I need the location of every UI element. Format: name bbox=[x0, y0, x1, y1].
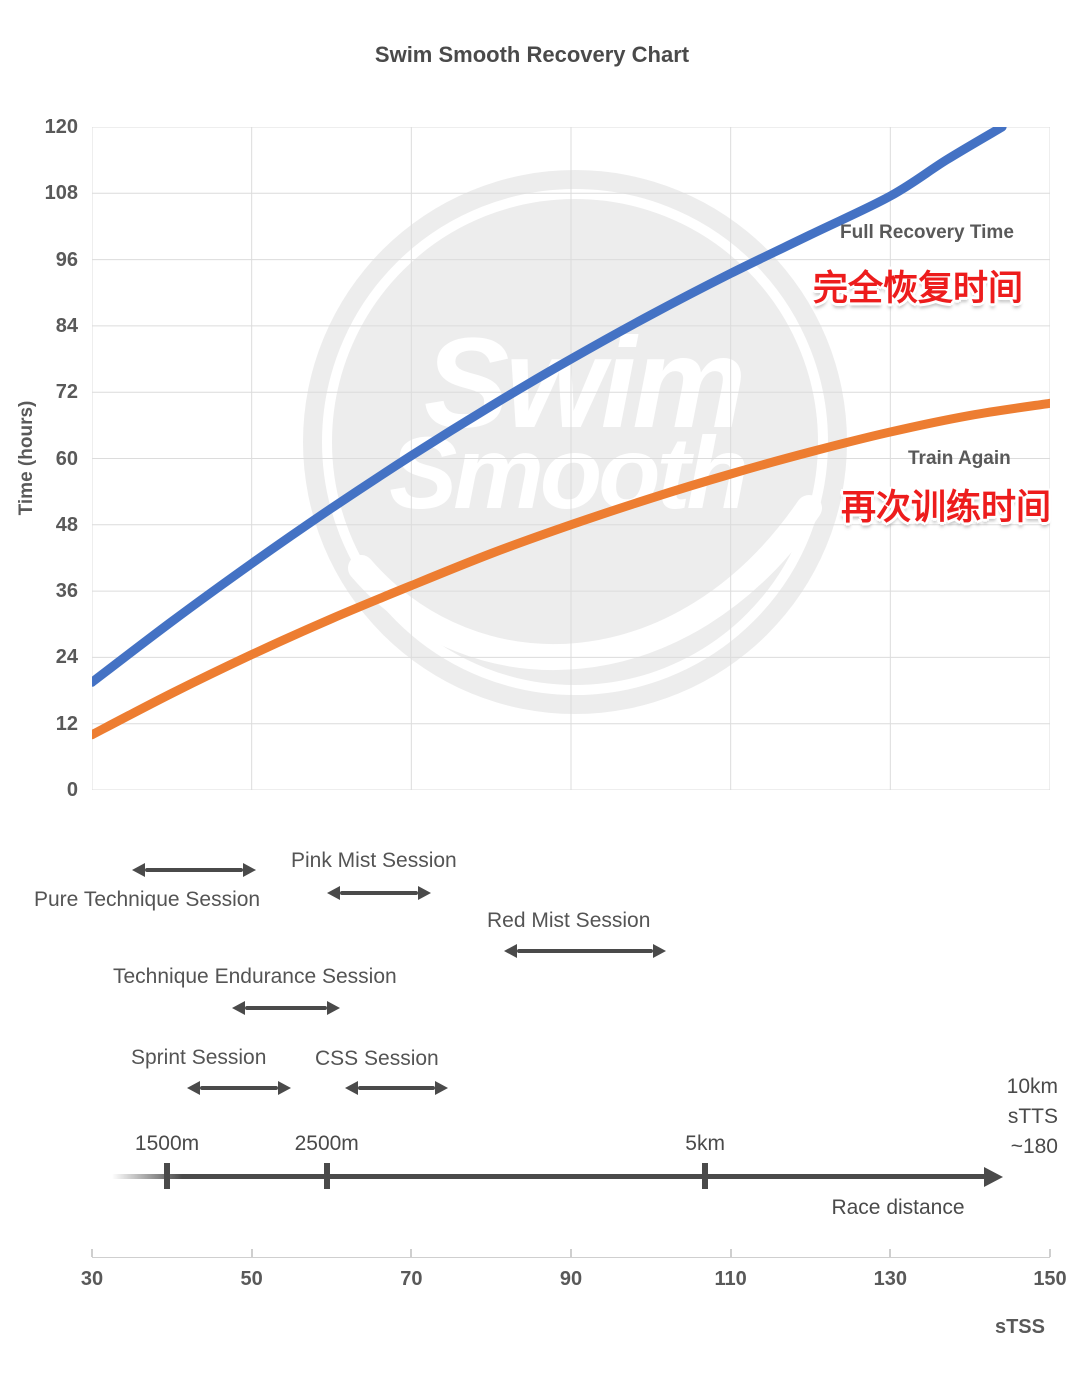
x-tick-mark bbox=[1049, 1249, 1051, 1257]
x-tick-label: 30 bbox=[80, 1268, 104, 1290]
x-tick-mark bbox=[410, 1249, 413, 1257]
race-tick-mark bbox=[323, 1163, 330, 1189]
y-tick-label: 120 bbox=[44, 116, 78, 138]
race-distance-label: Race distance bbox=[831, 1196, 965, 1219]
watermark-text-smooth: Smooth bbox=[389, 416, 749, 530]
session-range-arrow bbox=[131, 863, 256, 877]
y-tick-label: 48 bbox=[55, 513, 78, 536]
race-end-annotation: 10km sTTS ~180 bbox=[1007, 1072, 1058, 1162]
plot-area: Swim Smooth Full Recovery Time 完全恢复时间 Tr… bbox=[92, 127, 1052, 790]
session-label: Pure Technique Session bbox=[34, 888, 261, 911]
x-tick-mark bbox=[250, 1249, 253, 1257]
race-end-annotation-line: ~180 bbox=[1010, 1135, 1058, 1158]
session-range-arrow bbox=[503, 944, 667, 958]
y-tick-label: 72 bbox=[55, 381, 78, 404]
session-range-arrow bbox=[187, 1081, 291, 1095]
x-tick-label: 110 bbox=[714, 1268, 747, 1290]
series-label-train-again-zh: 再次训练时间 bbox=[841, 488, 1052, 527]
race-end-annotation-line: sTTS bbox=[1007, 1105, 1058, 1128]
race-tick-mark bbox=[164, 1163, 171, 1189]
race-end-annotation-line: 10km bbox=[1006, 1075, 1058, 1098]
x-tick-label: 130 bbox=[873, 1268, 908, 1290]
race-tick-mark bbox=[702, 1163, 709, 1189]
race-axis-line bbox=[112, 1174, 984, 1179]
session-label: Technique Endurance Session bbox=[113, 965, 397, 988]
session-label: Pink Mist Session bbox=[291, 849, 457, 872]
x-tick-label: 50 bbox=[240, 1268, 263, 1290]
race-tick-label: 5km bbox=[685, 1132, 725, 1155]
y-tick-label: 0 bbox=[66, 779, 78, 801]
session-label: CSS Session bbox=[315, 1047, 439, 1070]
race-tick-label: 1500m bbox=[134, 1132, 200, 1155]
session-label: Red Mist Session bbox=[487, 909, 651, 932]
y-tick-label: 96 bbox=[55, 248, 78, 271]
session-range-arrow bbox=[326, 886, 431, 900]
stss-axis-line bbox=[92, 1257, 1050, 1258]
series-label-full-recovery-zh: 完全恢复时间 bbox=[813, 269, 1024, 308]
x-tick-mark bbox=[91, 1249, 93, 1257]
y-tick-label: 84 bbox=[55, 314, 78, 337]
race-tick-label: 2500m bbox=[294, 1132, 359, 1155]
x-tick-label: 150 bbox=[1033, 1268, 1067, 1290]
watermark-text-swim: Swim bbox=[423, 312, 746, 455]
race-axis-arrowhead-icon bbox=[984, 1167, 1003, 1187]
x-tick-label: 70 bbox=[400, 1268, 423, 1290]
session-range-arrow bbox=[231, 1001, 340, 1015]
series-label-full-recovery: Full Recovery Time bbox=[840, 222, 1014, 243]
x-tick-label: 90 bbox=[559, 1268, 583, 1290]
x-tick-mark bbox=[570, 1249, 572, 1257]
x-axis-title: sTSS bbox=[994, 1316, 1045, 1338]
series-curve bbox=[92, 398, 1050, 740]
x-tick-mark bbox=[889, 1249, 892, 1257]
y-tick-label: 36 bbox=[55, 580, 78, 603]
chart-title: Swim Smooth Recovery Chart bbox=[374, 42, 690, 67]
chart-canvas bbox=[92, 127, 1050, 790]
y-tick-label: 60 bbox=[55, 447, 78, 470]
y-tick-label: 12 bbox=[55, 712, 78, 735]
y-tick-label: 24 bbox=[55, 646, 78, 669]
series-label-train-again: Train Again bbox=[908, 448, 1011, 469]
session-label: Sprint Session bbox=[131, 1046, 267, 1069]
x-tick-mark bbox=[729, 1249, 732, 1257]
series-curve bbox=[92, 127, 1007, 687]
session-range-arrow bbox=[345, 1081, 449, 1095]
y-tick-label: 108 bbox=[44, 182, 78, 205]
